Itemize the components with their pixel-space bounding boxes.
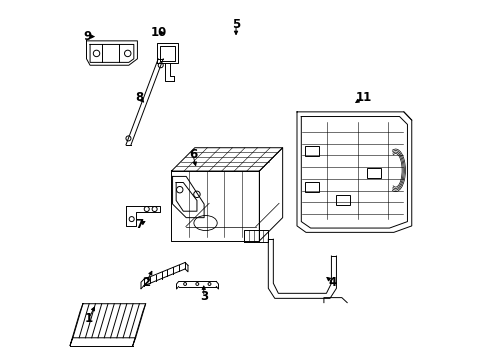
Bar [336,195,350,205]
Text: 8: 8 [135,91,144,104]
Bar [368,168,381,178]
Text: 7: 7 [135,218,143,231]
Text: 3: 3 [200,290,208,303]
Text: 1: 1 [85,311,93,325]
Text: 2: 2 [142,276,150,289]
Text: 4: 4 [329,276,337,289]
Text: 6: 6 [189,148,197,161]
Text: 9: 9 [83,30,91,43]
Bar [305,182,319,192]
Text: 10: 10 [151,27,167,40]
Bar [305,145,319,156]
Text: 5: 5 [232,18,240,31]
Text: 11: 11 [355,91,371,104]
